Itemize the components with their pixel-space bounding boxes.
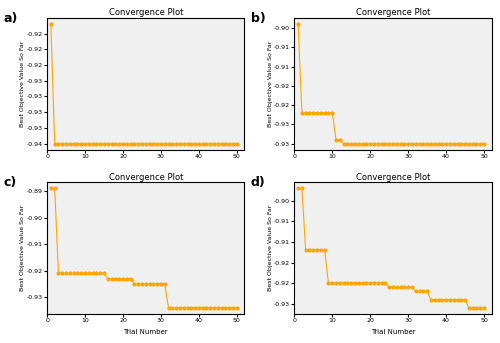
- Text: b): b): [251, 12, 266, 25]
- Title: Convergence Plot: Convergence Plot: [108, 8, 183, 17]
- Y-axis label: Best Objective Value So Far: Best Objective Value So Far: [20, 41, 25, 127]
- Text: a): a): [4, 12, 18, 25]
- Y-axis label: Best Objective Value So Far: Best Objective Value So Far: [20, 205, 25, 292]
- Text: c): c): [4, 176, 17, 189]
- Title: Convergence Plot: Convergence Plot: [356, 8, 430, 17]
- Y-axis label: Best Objective Value So Far: Best Objective Value So Far: [268, 205, 272, 292]
- Text: d): d): [251, 176, 266, 189]
- Y-axis label: Best Objective Value So Far: Best Objective Value So Far: [268, 41, 272, 127]
- Title: Convergence Plot: Convergence Plot: [356, 173, 430, 182]
- Title: Convergence Plot: Convergence Plot: [108, 173, 183, 182]
- X-axis label: Trial Number: Trial Number: [124, 329, 168, 335]
- X-axis label: Trial Number: Trial Number: [370, 329, 416, 335]
